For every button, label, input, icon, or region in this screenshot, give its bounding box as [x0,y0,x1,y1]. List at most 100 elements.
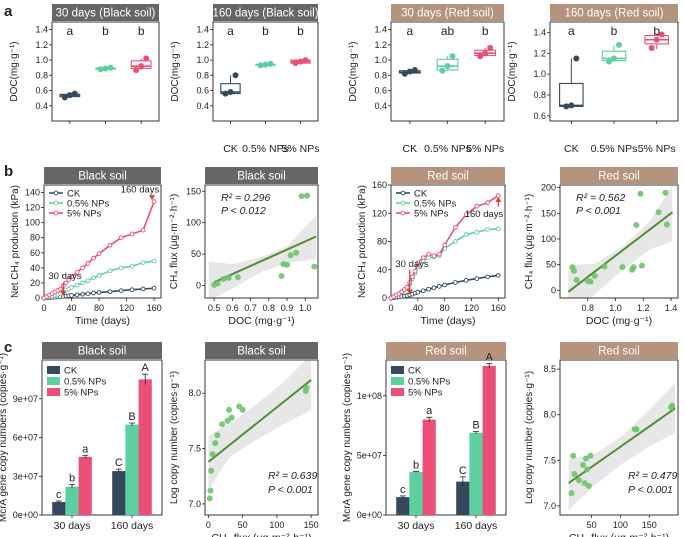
b1-series-marker [69,285,74,290]
b4-data-point [633,222,640,229]
b4-confidence-band [568,185,673,298]
a3-category-label: 5% NPs [466,143,504,155]
chart-b3: Red soil 0 40 80 120 160 0 40 80 120 160 Time (days… [357,167,506,327]
b1-series-marker [85,260,91,266]
b4-xtick-label: 1.2 [637,303,650,313]
a3-sig-letter: a [406,24,413,38]
a2-ylabel: DOC(mg·g⁻¹) [170,41,181,101]
a4-point [658,31,665,38]
b4-data-point [591,272,598,279]
c3-legend-label: CK [408,366,422,377]
b1-ytick-label: 120 [25,203,40,213]
b4-stat-1: P < 0.001 [576,205,621,217]
a2-sig-letter: b [297,24,304,38]
b1-series-marker [129,264,135,269]
a3-category-label: CK [403,143,418,155]
b4-data-point [601,263,608,270]
c2-xtick-label: 50 [238,520,248,530]
c1-legend-swatch [47,377,60,385]
c1-bar [52,502,66,515]
c1-sig-letter: A [142,362,150,374]
c1-title: Black soil [78,346,127,358]
c4-data-point [571,470,578,477]
b1-series-marker [107,242,113,248]
b3-series-marker [474,276,480,281]
b2-data-point [311,263,318,270]
c2-xlabel: CH₄ flux (μg·m⁻²·h⁻¹) [211,532,311,537]
a4-ytick-label: 0.6 [533,111,546,121]
c4-xtick-label: 150 [642,520,657,530]
a3-ytick-label: 1.2 [374,40,387,50]
c2-data-point [208,467,215,474]
b1-legend-label: CK [67,189,81,200]
b1-series-marker [63,280,69,286]
c1-bar [125,424,139,515]
c1-bar [65,486,79,515]
b1-ytick-label: 20 [30,278,40,288]
b3-ylabel: Net CH₄ production (kPa) [357,185,368,298]
b1-ytick-label: 80 [30,233,40,243]
a4-point [616,41,622,48]
chart-a4: 160 days (Red soil) 0.6 0.8 1.0 1.2 1.4 DOC(mg… [507,4,679,155]
c3-sig-letter: C [459,465,467,477]
b4-ylabel: CH₄ flux (μg·m⁻²·h⁻¹) [524,194,535,289]
b4-plot-border [559,184,679,299]
b1-series-marker [140,286,146,292]
b2-xtick-label: 0.8 [263,303,276,313]
c3-bar [422,419,436,515]
b3-series-marker [436,251,442,257]
chart-b1: Black soil 0 20 40 60 80 100 120 140 0 40 80 120 160 T… [10,167,162,327]
a3-point [401,70,408,77]
c1-sig-letter: a [82,443,89,455]
a2-ytick-label: 1.2 [196,40,209,50]
c1-header-bar [42,342,162,359]
c1-sig-letter: C [115,457,123,469]
a1-point [133,66,140,73]
a2-point [267,60,274,67]
c3-category-label: 160 days [455,520,498,532]
c3-bar [396,497,410,515]
a4-point [611,55,617,62]
c2-data-point [225,406,232,413]
c1-ytick-label: 9e+07 [13,394,38,404]
b3-legend-label: CK [414,189,428,200]
b3-series-marker [436,283,442,289]
a2-ytick-label: 0.8 [196,70,209,80]
b1-ytick-label: 0 [35,293,40,303]
c1-category-label: 30 days [54,520,91,532]
b1-annotation-label: 160 days [121,185,160,196]
b4-fit-line [567,211,674,293]
b4-data-point [637,190,644,197]
c1-legend-label: 5% NPs [64,388,99,399]
a3-point [477,53,484,60]
a1-header-bar [52,4,159,21]
b3-ytick-label: 80 [377,237,387,247]
c4-stat-0: R² = 0.479 [628,470,677,482]
b2-fit-line [213,235,317,284]
c3-bar [409,472,423,515]
b3-annotation-arrowhead [406,289,413,295]
c3-sig-letter: B [472,420,479,432]
c4-data-point [582,455,589,462]
a4-sig-letter: b [611,24,618,38]
a3-point [444,63,451,70]
b1-series-marker [85,291,91,296]
a3-ytick-label: 1.4 [374,25,387,35]
c4-plot-border [559,359,679,516]
b1-series-marker [69,274,74,280]
b3-series-marker [410,274,415,280]
a3-point [439,67,446,74]
b1-xtick-label: 80 [94,303,104,313]
b3-legend-marker [400,200,406,206]
a2-sig-letter: b [262,24,269,38]
a1-sig-letter: b [138,24,145,38]
c1-bar [78,456,92,515]
b3-series-marker [453,225,458,230]
b3-series-marker [474,229,480,235]
c1-category-label: 160 days [111,520,154,532]
c2-data-point [207,487,214,494]
c4-ytick-label: 7.5 [543,455,556,465]
b2-ytick-label: 50 [191,249,201,259]
b1-xtick-label: 120 [119,303,134,313]
b4-ytick-label: 200 [541,183,556,193]
